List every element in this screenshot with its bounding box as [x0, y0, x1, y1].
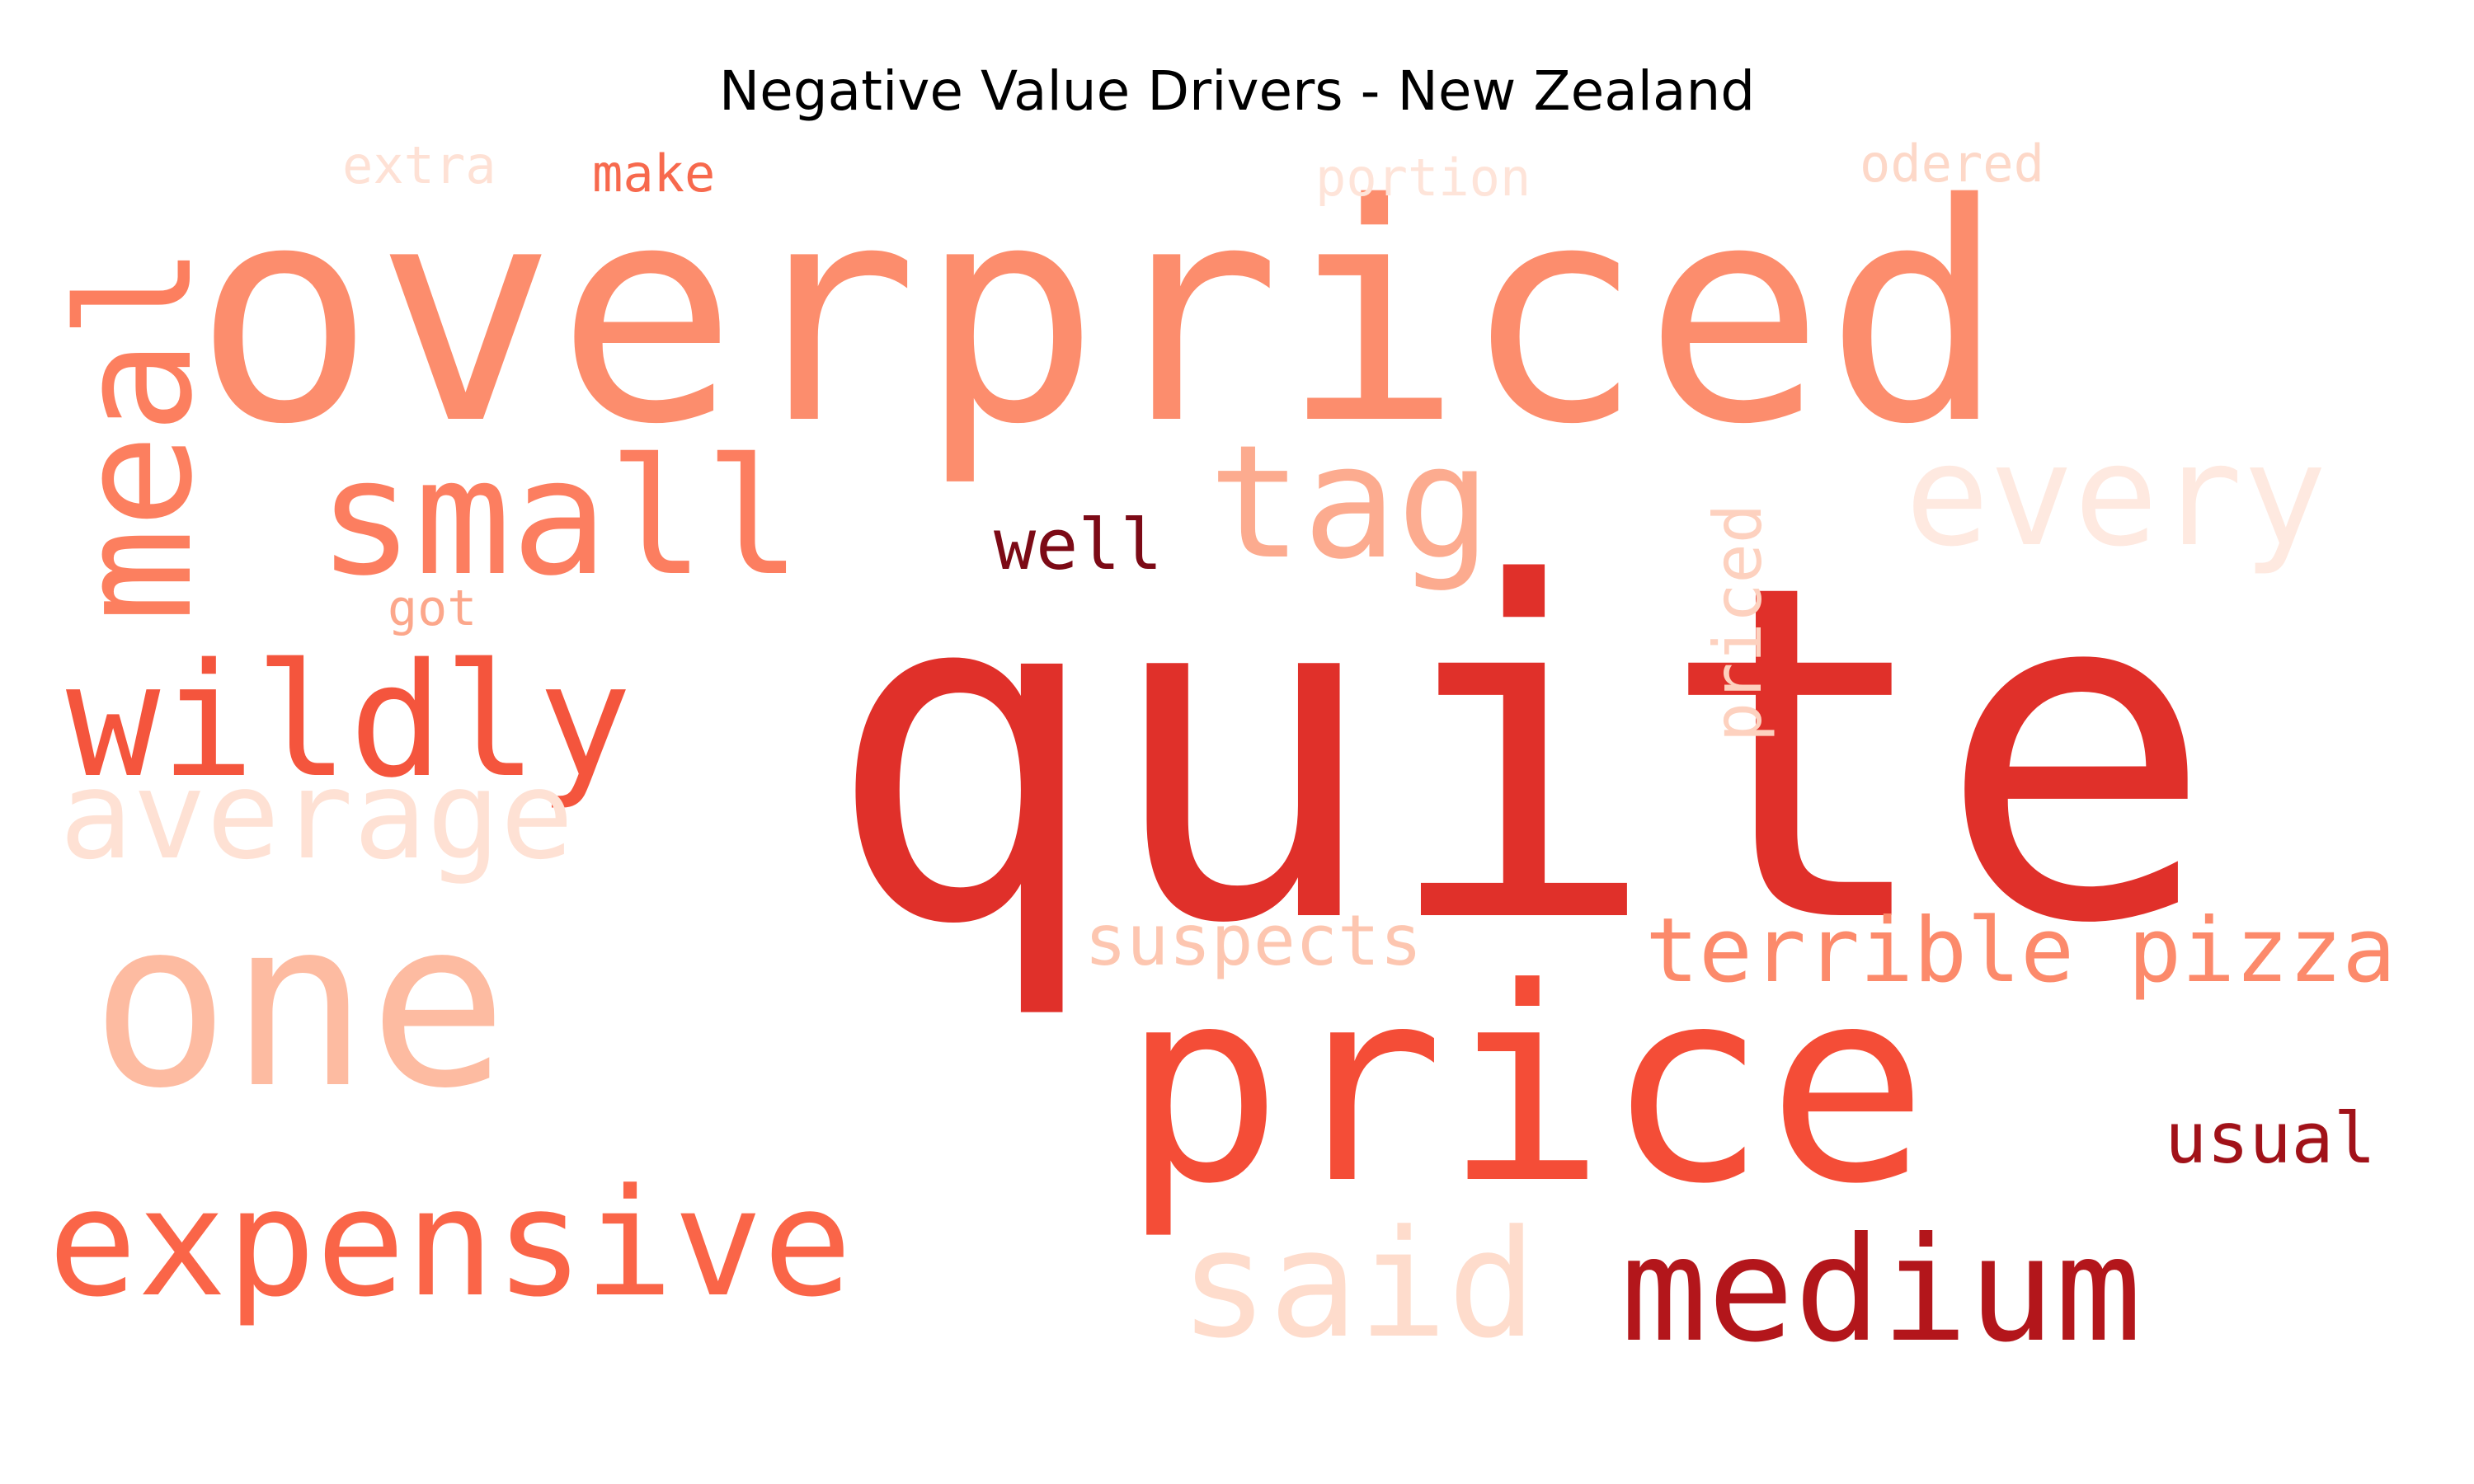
word-make: make	[592, 143, 715, 204]
word-got: got	[388, 580, 477, 637]
word-average: average	[59, 744, 574, 886]
word-medium: medium	[1620, 1207, 2142, 1374]
word-well: well	[994, 505, 1163, 586]
word-meal: meal	[45, 245, 227, 622]
word-expensive: expensive	[48, 1158, 852, 1330]
word-overpriced: overpriced	[194, 140, 2006, 491]
word-said: said	[1179, 1199, 1536, 1371]
word-every: every	[1905, 415, 2327, 578]
word-priced: priced	[1700, 504, 1776, 742]
word-quite: quite	[825, 487, 2215, 1025]
word-extra: extra	[342, 135, 496, 195]
word-terrible-pizza: terrible pizza	[1645, 899, 2396, 1003]
word-one: one	[91, 871, 508, 1139]
chart-title: Negative Value Drivers - New Zealand	[718, 59, 1756, 123]
word-small: small	[317, 424, 802, 611]
word-wildly: wildly	[66, 630, 632, 812]
word-price: price	[1122, 930, 1928, 1242]
word-suspects: suspects	[1084, 900, 1422, 982]
word-tag: tag	[1208, 411, 1491, 594]
word-usual: usual	[2165, 1098, 2376, 1180]
word-odered: odered	[1860, 134, 2044, 194]
word-portion: portion	[1315, 148, 1531, 208]
